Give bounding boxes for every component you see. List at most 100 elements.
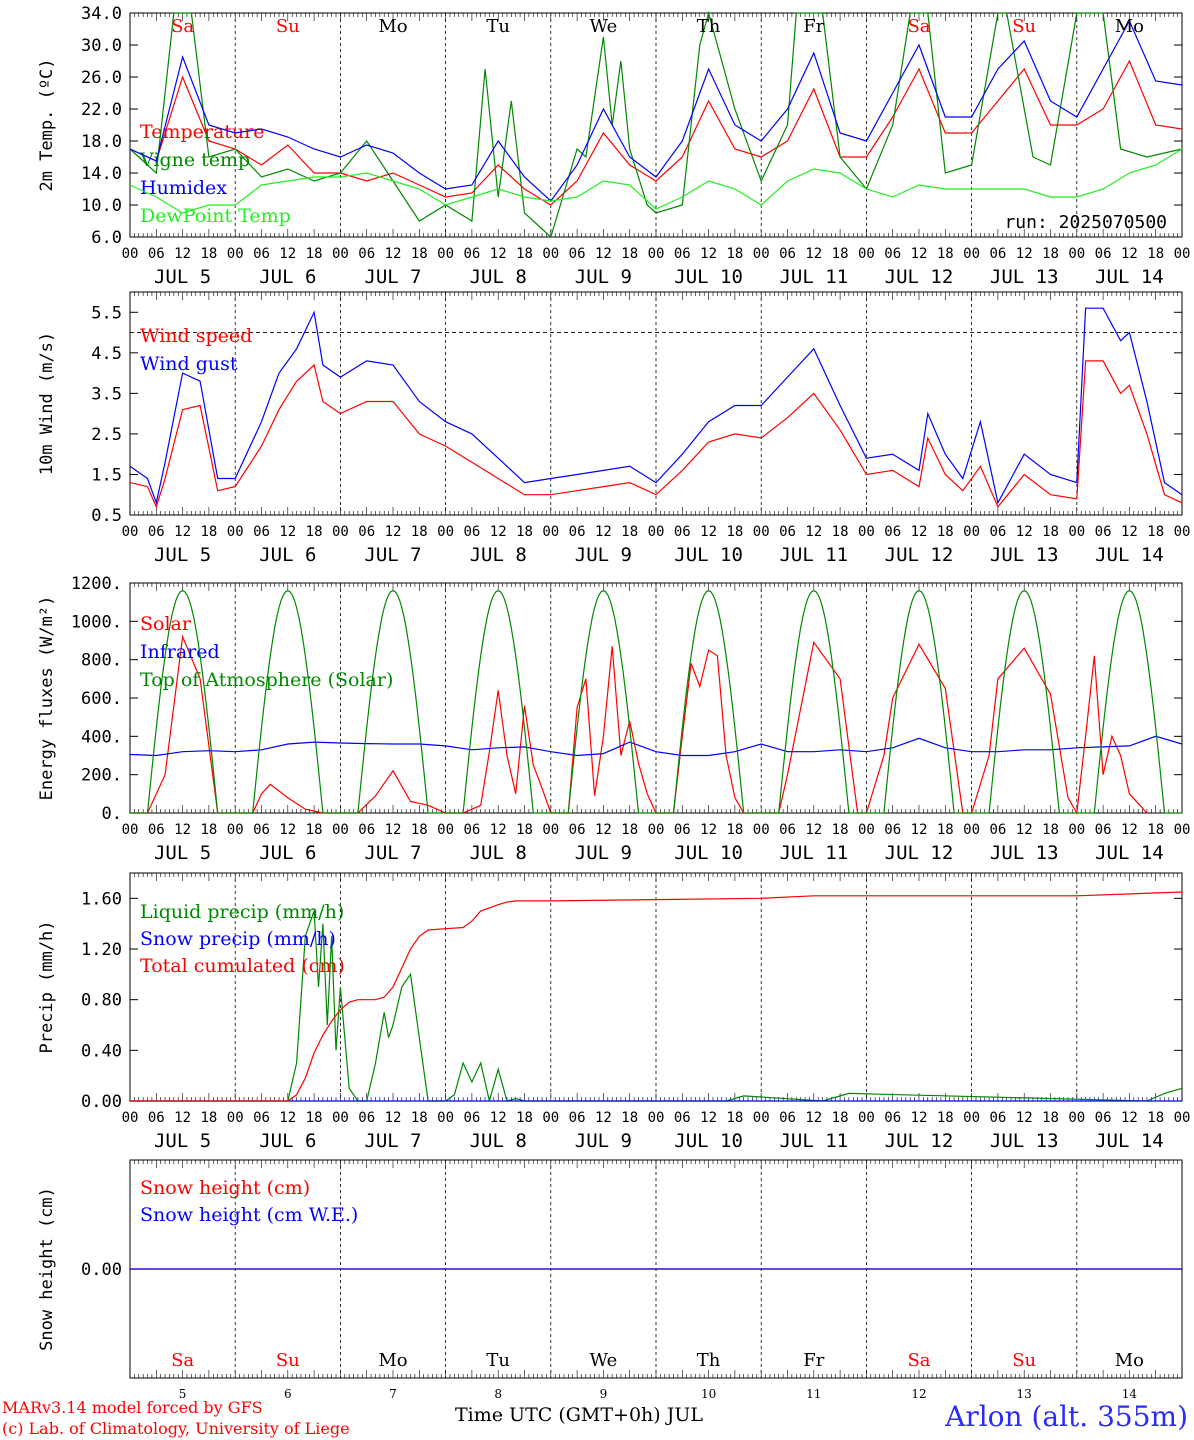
hour-label: 12	[279, 822, 296, 838]
legend-entry: Vigne temp	[139, 149, 250, 171]
hour-label: 00	[122, 246, 139, 262]
weekday-label: Th	[697, 16, 721, 37]
hour-label: 18	[1147, 1110, 1164, 1126]
y-tick-label: 0.00	[81, 1260, 122, 1280]
hour-label: 06	[569, 822, 586, 838]
date-label: JUL 13	[990, 1130, 1059, 1152]
hour-label: 12	[174, 1110, 191, 1126]
weekday-label: Fr	[803, 16, 824, 37]
y-tick-label: 0.00	[81, 1092, 122, 1112]
hour-label: 06	[358, 524, 375, 540]
y-tick-label: 3.5	[91, 384, 122, 404]
y-tick-label: 600.	[81, 689, 122, 709]
hour-label: 12	[911, 1110, 928, 1126]
date-label: JUL 9	[575, 266, 632, 288]
hour-label: 18	[832, 822, 849, 838]
station-title: Arlon (alt. 355m)	[945, 1400, 1188, 1433]
hour-label: 06	[463, 822, 480, 838]
hour-label: 06	[884, 1110, 901, 1126]
legend-entry: Snow height (cm W.E.)	[140, 1204, 358, 1226]
date-label: JUL 9	[575, 544, 632, 566]
y-tick-label: 800.	[81, 651, 122, 671]
hour-label: 12	[911, 246, 928, 262]
series-line	[129, 735, 1183, 757]
hour-label: 06	[463, 1110, 480, 1126]
weekday-label: Su	[1012, 1350, 1036, 1371]
chart-panel-2: 0.5 1.5 2.5 3.5 4.5 5.5 10m Wind (m/s) Wind spe…	[37, 291, 1190, 566]
date-label: JUL 11	[779, 266, 848, 288]
weekday-label: Sa	[907, 1350, 930, 1371]
y-tick-label: 22.0	[81, 100, 122, 120]
hour-label: 18	[621, 1110, 638, 1126]
hour-label: 06	[884, 246, 901, 262]
date-label: JUL 10	[674, 266, 743, 288]
y-tick-label: 5.5	[91, 303, 122, 323]
hour-label: 12	[1016, 246, 1033, 262]
date-label: JUL 11	[779, 842, 848, 864]
hour-label: 06	[253, 822, 270, 838]
y-tick-label: 1.60	[81, 889, 122, 909]
weekday-label: Mo	[1115, 1350, 1144, 1371]
hour-label: 12	[911, 822, 928, 838]
date-label: JUL 5	[154, 544, 211, 566]
date-label: JUL 12	[885, 544, 954, 566]
legend-entry: Temperature	[140, 121, 264, 143]
hour-label: 18	[1042, 246, 1059, 262]
hour-label: 00	[753, 1110, 770, 1126]
hour-label: 06	[253, 524, 270, 540]
hour-label: 00	[858, 524, 875, 540]
copyright-credit: (c) Lab. of Climatology, University of L…	[2, 1419, 350, 1438]
chart-panel-1: 6.0 10.0 14.0 18.0 22.0 26.0 30.0 34.0 2m Temp. …	[37, 4, 1190, 288]
hour-label: 12	[279, 246, 296, 262]
hour-label: 06	[569, 246, 586, 262]
hour-label: 12	[700, 822, 717, 838]
hour-label: 06	[884, 822, 901, 838]
hour-label: 00	[122, 1110, 139, 1126]
hour-label: 12	[279, 1110, 296, 1126]
hour-label: 18	[1042, 822, 1059, 838]
y-axis-label: Energy fluxes (W/m²)	[37, 596, 57, 801]
date-label: JUL 8	[470, 1130, 527, 1152]
date-label: JUL 14	[1095, 842, 1164, 864]
date-label: JUL 8	[470, 544, 527, 566]
hour-label: 00	[1174, 822, 1191, 838]
y-tick-label: 1200.	[71, 574, 122, 594]
hour-label: 18	[726, 246, 743, 262]
hour-label: 18	[937, 1110, 954, 1126]
hour-label: 18	[200, 1110, 217, 1126]
hour-label: 12	[595, 246, 612, 262]
date-label: JUL 7	[364, 842, 421, 864]
hour-label: 00	[963, 822, 980, 838]
hour-label: 00	[542, 822, 559, 838]
hour-label: 00	[858, 822, 875, 838]
y-tick-label: 0.40	[81, 1041, 122, 1061]
hour-label: 18	[937, 822, 954, 838]
date-label: JUL 6	[259, 1130, 316, 1152]
hour-label: 18	[516, 1110, 533, 1126]
hour-label: 00	[227, 1110, 244, 1126]
hour-label: 00	[1068, 822, 1085, 838]
hour-label: 00	[332, 246, 349, 262]
date-label: JUL 8	[470, 266, 527, 288]
hour-label: 18	[411, 822, 428, 838]
weekday-label: Mo	[378, 1350, 407, 1371]
y-tick-label: 10.0	[81, 196, 122, 216]
hour-label: 00	[227, 524, 244, 540]
weekday-label: Mo	[1115, 16, 1144, 37]
legend-entry: Solar	[140, 613, 192, 635]
weekday-label: We	[590, 16, 618, 37]
hour-label: 06	[674, 822, 691, 838]
hour-label: 18	[726, 524, 743, 540]
hour-label: 00	[437, 246, 454, 262]
y-axis-label: Snow height (cm)	[37, 1187, 57, 1351]
hour-label: 12	[385, 1110, 402, 1126]
day-number: 9	[600, 1387, 608, 1401]
hour-label: 06	[674, 1110, 691, 1126]
day-number: 13	[1017, 1387, 1032, 1401]
hour-label: 12	[490, 1110, 507, 1126]
hour-label: 18	[411, 524, 428, 540]
date-label: JUL 10	[674, 544, 743, 566]
hour-label: 00	[542, 246, 559, 262]
series-line	[129, 148, 1183, 214]
hour-label: 18	[516, 524, 533, 540]
